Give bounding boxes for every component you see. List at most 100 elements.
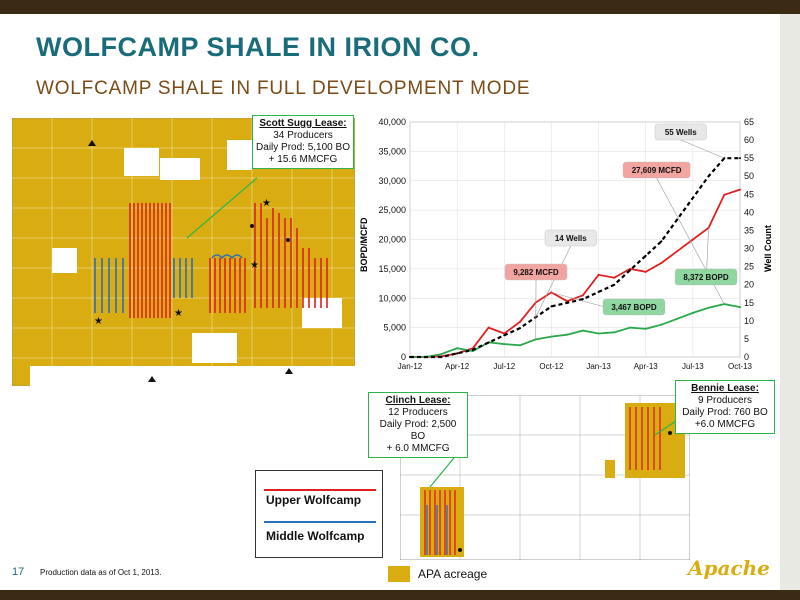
series-point bbox=[613, 276, 616, 279]
series-point bbox=[424, 356, 427, 358]
y-tick-label: 15,000 bbox=[378, 264, 406, 274]
x-tick-label: Jan-12 bbox=[398, 362, 423, 371]
y2-tick-label: 45 bbox=[744, 189, 754, 199]
y-tick-label: 40,000 bbox=[378, 117, 406, 127]
callout-head: Clinch Lease: bbox=[385, 395, 451, 406]
series-point bbox=[613, 283, 616, 286]
acreage-label: APA acreage bbox=[418, 567, 488, 581]
y2-axis-label: Well Count bbox=[763, 225, 773, 272]
top-bar bbox=[0, 0, 800, 14]
series-point bbox=[519, 344, 521, 347]
callout-line: 12 Producers bbox=[388, 407, 448, 418]
series-point bbox=[644, 254, 647, 257]
series-point bbox=[550, 305, 553, 308]
series-point bbox=[503, 334, 506, 337]
y-tick-label: 5,000 bbox=[383, 323, 406, 333]
series-point bbox=[550, 335, 553, 338]
slide-subtitle: WOLFCAMP SHALE IN FULL DEVELOPMENT MODE bbox=[36, 78, 531, 99]
y2-tick-label: 65 bbox=[744, 117, 754, 127]
series-point bbox=[597, 290, 600, 293]
svg-text:★: ★ bbox=[174, 308, 183, 319]
series-point bbox=[597, 273, 600, 276]
series-point bbox=[409, 356, 411, 358]
annotation-label: 14 Wells bbox=[555, 234, 587, 243]
production-chart: 0 5,000 10,000 15,000 20,000 25,000 30,000 35,0… bbox=[359, 117, 773, 371]
callout-head: Scott Sugg Lease: bbox=[259, 118, 347, 129]
chart-series bbox=[409, 157, 741, 359]
callout-head: Bennie Lease: bbox=[691, 383, 759, 394]
callout-line: Daily Prod: 5,100 BO bbox=[256, 142, 350, 153]
page-number: 17 bbox=[12, 566, 25, 578]
series-point bbox=[676, 250, 679, 253]
series-point bbox=[519, 320, 521, 323]
apache-logo: Apache bbox=[688, 556, 770, 580]
y-tick-label: 20,000 bbox=[378, 235, 406, 245]
series-point bbox=[519, 327, 521, 330]
series-point bbox=[739, 188, 741, 191]
series-point bbox=[660, 240, 663, 243]
svg-text:★: ★ bbox=[262, 198, 271, 209]
scott-sugg-callout: Scott Sugg Lease: 34 Producers Daily Pro… bbox=[252, 115, 354, 169]
y2-tick-label: 10 bbox=[744, 316, 754, 326]
series-point bbox=[566, 301, 569, 304]
chart-annotations: 55 Wells 27,609 MCFD 14 Wells 9,282 MCFD 8,3… bbox=[504, 123, 738, 340]
y2-tick-label: 25 bbox=[744, 262, 754, 272]
legend-middle-line bbox=[264, 521, 376, 523]
series-point bbox=[629, 326, 631, 329]
series-point bbox=[739, 306, 741, 309]
svg-text:★: ★ bbox=[250, 260, 259, 271]
series-point bbox=[456, 347, 459, 350]
series-point bbox=[581, 294, 584, 297]
well-count-series-line bbox=[410, 157, 740, 359]
callout-line: + 15.6 MMCFG bbox=[268, 154, 338, 165]
map-legend: Upper Wolfcamp Middle Wolfcamp bbox=[255, 470, 383, 558]
y2-tick-label: 60 bbox=[744, 135, 754, 145]
y-tick-label: 10,000 bbox=[378, 293, 406, 303]
annotation-label: 27,609 MCFD bbox=[632, 166, 682, 175]
x-tick-label: Jan-13 bbox=[586, 362, 611, 371]
series-point bbox=[707, 306, 710, 309]
y2-tick-label: 50 bbox=[744, 171, 754, 181]
series-point bbox=[440, 356, 443, 358]
annotation-pointer bbox=[680, 139, 725, 159]
series-point bbox=[487, 326, 490, 329]
annotation-label: 55 Wells bbox=[665, 128, 697, 137]
y2-tick-label: 15 bbox=[744, 298, 754, 308]
x-tick-label: Jul-12 bbox=[493, 362, 515, 371]
chart-ticks: 0 5,000 10,000 15,000 20,000 25,000 30,000 35,0… bbox=[378, 117, 754, 371]
y-axis-label: BOPD/MCFD bbox=[359, 217, 369, 272]
annotation-box bbox=[602, 298, 666, 316]
series-point bbox=[691, 238, 694, 241]
series-point bbox=[644, 270, 647, 273]
series-point bbox=[676, 317, 679, 320]
annotation-box bbox=[622, 161, 691, 179]
x-tick-label: Oct-12 bbox=[539, 362, 564, 371]
y2-tick-label: 35 bbox=[744, 225, 754, 235]
clinch-callout: Clinch Lease: 12 Producers Daily Prod: 2… bbox=[368, 392, 468, 458]
x-tick-label: Apr-13 bbox=[634, 362, 659, 371]
series-point bbox=[613, 331, 616, 334]
series-point bbox=[739, 157, 741, 160]
callout-line: Daily Prod: 2,500 BO bbox=[379, 419, 457, 442]
y-tick-label: 0 bbox=[401, 352, 406, 362]
series-point bbox=[456, 352, 459, 355]
series-point bbox=[597, 332, 600, 335]
gas-series-line bbox=[410, 188, 741, 358]
callout-line: + 6.0 MMCFG bbox=[386, 443, 450, 454]
series-point bbox=[471, 348, 474, 351]
footnote: Production data as of Oct 1, 2013. bbox=[40, 568, 162, 577]
acreage-swatch bbox=[388, 566, 410, 582]
y2-tick-label: 0 bbox=[744, 352, 749, 362]
series-point bbox=[660, 323, 663, 326]
annotation-label: 9,282 MCFD bbox=[513, 268, 559, 277]
annotation-box bbox=[544, 229, 597, 247]
series-point bbox=[691, 311, 694, 314]
series-point bbox=[660, 262, 663, 264]
series-point bbox=[629, 269, 631, 272]
series-point bbox=[644, 327, 647, 330]
y-tick-label: 35,000 bbox=[378, 146, 406, 156]
callout-line: Daily Prod: 760 BO bbox=[682, 407, 768, 418]
series-point bbox=[566, 333, 569, 336]
annotation-box bbox=[654, 123, 707, 141]
bennie-callout: Bennie Lease: 9 Producers Daily Prod: 76… bbox=[675, 380, 775, 434]
